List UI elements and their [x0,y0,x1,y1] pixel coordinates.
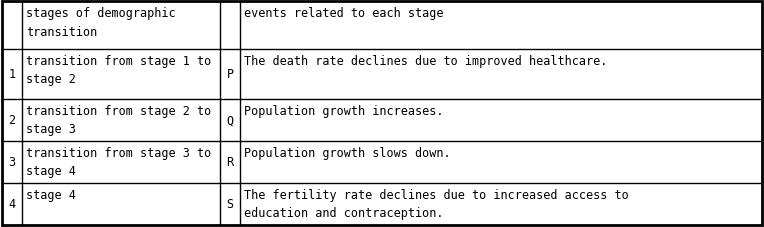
Text: Population growth increases.: Population growth increases. [244,105,443,118]
Text: 1: 1 [8,68,15,81]
Text: Q: Q [226,114,234,127]
Text: 4: 4 [8,198,15,211]
Text: The death rate declines due to improved healthcare.: The death rate declines due to improved … [244,55,607,68]
Text: The fertility rate declines due to increased access to
education and contracepti: The fertility rate declines due to incre… [244,188,629,220]
Text: R: R [226,156,234,169]
Text: transition from stage 1 to
stage 2: transition from stage 1 to stage 2 [26,55,212,86]
Text: events related to each stage: events related to each stage [244,7,443,20]
Text: stage 4: stage 4 [26,188,76,201]
Text: 2: 2 [8,114,15,127]
Text: transition from stage 2 to
stage 3: transition from stage 2 to stage 3 [26,105,212,136]
Text: P: P [226,68,234,81]
Text: Population growth slows down.: Population growth slows down. [244,146,451,159]
Text: S: S [226,198,234,211]
Text: 3: 3 [8,156,15,169]
Text: transition from stage 3 to
stage 4: transition from stage 3 to stage 4 [26,146,212,178]
Text: stages of demographic
transition: stages of demographic transition [26,7,176,38]
